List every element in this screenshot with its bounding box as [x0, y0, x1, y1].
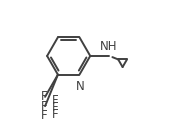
- Text: NH: NH: [100, 40, 118, 53]
- Text: F: F: [41, 90, 47, 103]
- Text: F: F: [41, 100, 47, 113]
- Text: F: F: [52, 108, 59, 121]
- Text: F: F: [41, 109, 47, 121]
- Text: F: F: [52, 101, 59, 114]
- Text: N: N: [76, 79, 85, 93]
- Text: F: F: [52, 94, 59, 107]
